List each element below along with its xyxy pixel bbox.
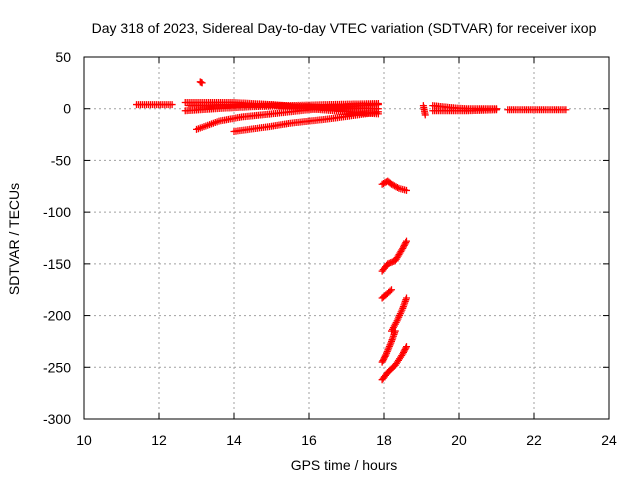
- x-tick-label: 16: [301, 432, 317, 448]
- data-point: [383, 349, 391, 357]
- data-point: [403, 343, 410, 351]
- data-point: [198, 79, 206, 87]
- chart-title: Day 318 of 2023, Sidereal Day-to-day VTE…: [92, 20, 597, 36]
- data-point: [391, 182, 398, 190]
- data-point: [381, 352, 389, 360]
- data-point: [562, 106, 570, 114]
- data-point: [388, 286, 395, 294]
- data-point: [382, 351, 390, 359]
- y-axis-label: SDTVAR / TECUs: [6, 183, 22, 295]
- y-tick-label: -100: [43, 204, 71, 220]
- data-point: [374, 101, 382, 109]
- data-point: [402, 239, 410, 247]
- data-point: [385, 342, 393, 350]
- x-tick-label: 22: [526, 432, 542, 448]
- data-point: [403, 294, 410, 302]
- x-tick-label: 14: [226, 432, 242, 448]
- data-point: [385, 344, 393, 352]
- y-tick-label: -50: [51, 152, 71, 168]
- y-tick-label: -150: [43, 256, 71, 272]
- data-points: [133, 78, 570, 384]
- x-tick-label: 18: [376, 432, 392, 448]
- data-point: [387, 339, 395, 347]
- y-tick-label: -300: [43, 411, 71, 427]
- data-point: [383, 348, 391, 356]
- plot-frame: [83, 56, 610, 420]
- y-tick-label: -250: [43, 359, 71, 375]
- y-tick-label: 0: [63, 101, 71, 117]
- y-axis-ticks: 50 0 -50 -100 -150 -200 -250 -300: [43, 49, 609, 427]
- data-point: [386, 341, 394, 349]
- data-point: [391, 327, 399, 335]
- data-point: [421, 111, 429, 119]
- x-tick-label: 24: [601, 432, 617, 448]
- x-axis-ticks: 10 12 14 16 18 20 22 24: [76, 57, 617, 448]
- data-point: [392, 183, 400, 191]
- data-point: [168, 101, 176, 109]
- y-tick-label: 50: [55, 49, 71, 65]
- data-point: [394, 184, 401, 192]
- data-point: [403, 237, 410, 245]
- data-point: [374, 108, 382, 116]
- data-point: [384, 346, 392, 354]
- x-tick-label: 10: [76, 432, 92, 448]
- data-point: [402, 344, 410, 352]
- x-axis-label: GPS time / hours: [291, 457, 398, 473]
- data-point: [403, 186, 410, 194]
- x-tick-label: 20: [451, 432, 467, 448]
- x-tick-label: 12: [151, 432, 167, 448]
- data-point: [493, 106, 500, 114]
- data-point: [386, 287, 394, 295]
- data-point: [389, 181, 397, 189]
- y-tick-label: -200: [43, 308, 71, 324]
- data-point: [388, 180, 395, 188]
